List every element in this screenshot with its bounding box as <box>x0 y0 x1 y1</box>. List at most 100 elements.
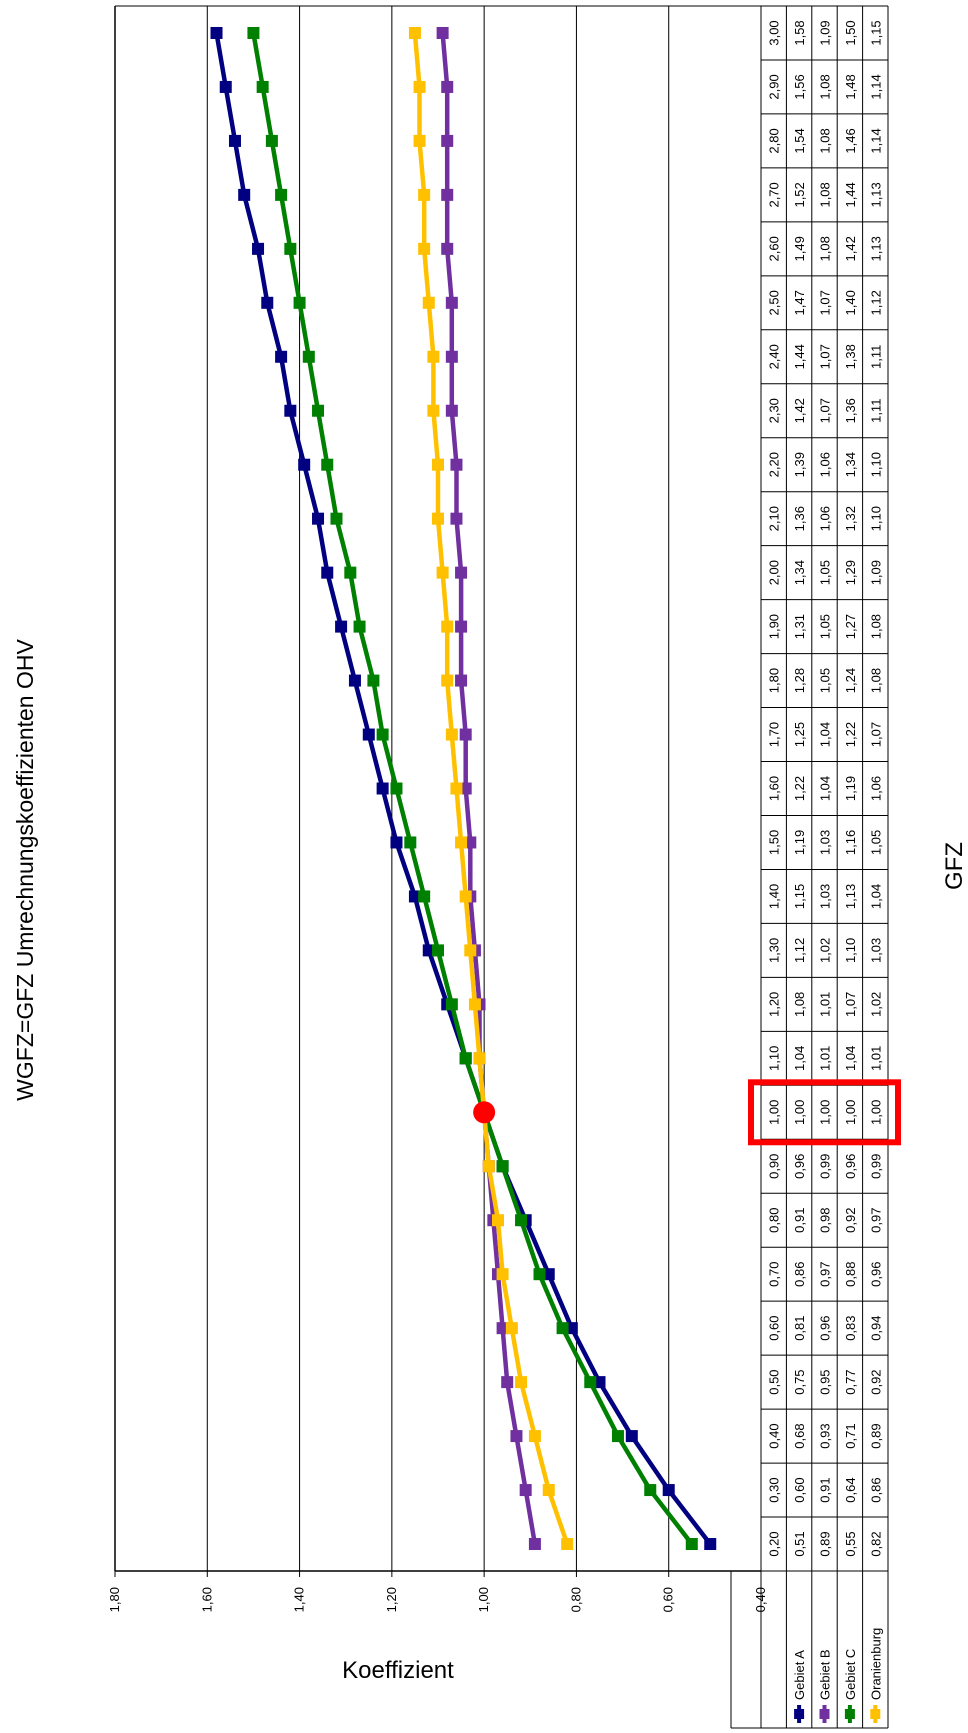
table-cell-2-5: 0,88 <box>843 1262 858 1287</box>
data-point-1-0 <box>528 1538 541 1551</box>
table-cell-2-26: 1,46 <box>843 128 858 153</box>
data-point-1-26 <box>441 134 454 147</box>
table-cell-3-23: 1,12 <box>868 290 883 315</box>
series-group <box>210 26 717 1551</box>
table-cell-0-2: 0,68 <box>792 1423 807 1448</box>
data-point-1-27 <box>441 80 454 93</box>
y-tick-label-4: 1,20 <box>384 1587 399 1612</box>
data-point-0-20 <box>298 458 311 471</box>
table-cell-3-11: 1,03 <box>868 938 883 963</box>
data-point-2-6 <box>515 1214 528 1227</box>
table-cell-0-6: 0,91 <box>792 1208 807 1233</box>
data-point-1-1 <box>519 1484 532 1497</box>
data-point-0-15 <box>362 728 375 741</box>
data-point-2-25 <box>275 188 288 201</box>
table-cell-0-18: 1,34 <box>792 560 807 585</box>
table-cell-0-14: 1,22 <box>792 776 807 801</box>
table-cell-2-19: 1,32 <box>843 506 858 531</box>
table-cell-3-18: 1,09 <box>868 560 883 585</box>
x-tick-label-23: 2,50 <box>767 290 782 315</box>
data-point-0-5 <box>542 1268 555 1281</box>
table-cell-2-4: 0,83 <box>843 1315 858 1340</box>
table-cell-0-9: 1,04 <box>792 1046 807 1071</box>
data-point-3-5 <box>496 1268 509 1281</box>
x-tick-label-0: 0,20 <box>767 1531 782 1556</box>
table-cell-1-23: 1,07 <box>818 290 833 315</box>
highlight-dot <box>473 1101 496 1124</box>
data-point-3-14 <box>450 782 463 795</box>
x-axis-title: GFZ <box>941 842 968 890</box>
data-point-1-20 <box>450 458 463 471</box>
data-point-0-23 <box>261 296 274 309</box>
x-tick-label-4: 0,60 <box>767 1315 782 1340</box>
table-cell-1-16: 1,05 <box>818 668 833 693</box>
data-point-1-15 <box>459 728 472 741</box>
series-line-2 <box>251 32 694 1546</box>
table-cell-0-13: 1,19 <box>792 830 807 855</box>
table-cell-2-15: 1,22 <box>843 722 858 747</box>
table-cell-1-3: 0,95 <box>818 1369 833 1394</box>
x-tick-label-2: 0,40 <box>767 1423 782 1448</box>
data-point-3-13 <box>455 836 468 849</box>
x-tick-label-18: 2,00 <box>767 560 782 585</box>
table-cell-3-14: 1,06 <box>868 776 883 801</box>
data-point-2-11 <box>432 944 444 957</box>
data-point-2-7 <box>496 1160 509 1173</box>
data-point-0-3 <box>593 1376 606 1389</box>
table-cell-2-25: 1,44 <box>843 182 858 207</box>
table-cell-3-26: 1,14 <box>868 128 883 153</box>
data-point-1-23 <box>445 296 458 309</box>
table-cell-3-22: 1,11 <box>868 345 883 369</box>
y-tick-label-2: 0,80 <box>568 1587 583 1612</box>
data-point-3-4 <box>505 1322 518 1335</box>
data-point-2-2 <box>611 1430 624 1443</box>
data-point-3-27 <box>413 80 426 93</box>
legend-key-marker-2 <box>844 1709 855 1719</box>
data-point-1-16 <box>455 674 468 687</box>
data-point-3-9 <box>473 1052 486 1065</box>
x-tick-label-8: 1,00 <box>767 1100 782 1125</box>
table-cell-0-25: 1,52 <box>792 182 807 207</box>
table-cell-2-20: 1,34 <box>843 452 858 477</box>
data-point-0-14 <box>376 782 389 795</box>
table-cell-2-16: 1,24 <box>843 668 858 693</box>
data-point-3-10 <box>468 998 481 1011</box>
data-point-2-23 <box>293 296 306 309</box>
table-cell-0-11: 1,12 <box>792 938 807 963</box>
table-cell-2-14: 1,19 <box>843 776 858 801</box>
x-tick-label-22: 2,40 <box>767 344 782 369</box>
data-point-2-22 <box>302 350 315 363</box>
table-cell-2-8: 1,00 <box>843 1100 858 1125</box>
data-point-1-2 <box>510 1430 523 1443</box>
data-point-1-21 <box>445 404 458 417</box>
legend-label-3: Oranienburg <box>868 1628 883 1700</box>
table-cell-3-7: 0,99 <box>868 1154 883 1179</box>
table-cell-2-9: 1,04 <box>843 1046 858 1071</box>
table-cell-0-19: 1,36 <box>792 506 807 531</box>
table-cell-3-25: 1,13 <box>868 182 883 207</box>
table-cell-2-28: 1,50 <box>843 20 858 45</box>
chart-title: WGFZ=GFZ Umrechnungskoeffizienten OHV <box>12 639 38 1101</box>
table-cell-2-7: 0,96 <box>843 1154 858 1179</box>
table-cell-0-4: 0,81 <box>792 1315 807 1340</box>
y-axis-title: Koeffizient <box>342 1657 454 1684</box>
data-point-1-28 <box>436 26 449 39</box>
data-point-2-17 <box>353 620 366 633</box>
data-point-3-26 <box>413 134 426 147</box>
data-point-2-1 <box>644 1484 657 1497</box>
table-cell-1-17: 1,05 <box>818 614 833 639</box>
table-cell-0-20: 1,39 <box>792 452 807 477</box>
data-point-2-16 <box>367 674 380 687</box>
table-cell-1-21: 1,07 <box>818 398 833 423</box>
table-cell-3-6: 0,97 <box>868 1208 883 1233</box>
x-tick-label-16: 1,80 <box>767 668 782 693</box>
data-point-0-19 <box>312 512 325 525</box>
table-cell-3-9: 1,01 <box>868 1046 883 1071</box>
table-cell-1-9: 1,01 <box>818 1046 833 1071</box>
table-cell-3-17: 1,08 <box>868 614 883 639</box>
x-tick-label-26: 2,80 <box>767 128 782 153</box>
series-3 <box>408 26 574 1551</box>
x-tick-label-13: 1,50 <box>767 830 782 855</box>
x-tick-label-11: 1,30 <box>767 938 782 963</box>
data-point-2-28 <box>247 26 260 39</box>
